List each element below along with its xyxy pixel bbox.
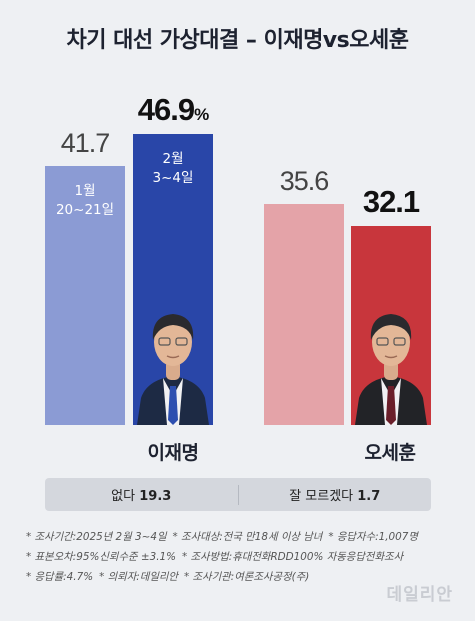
watermark-logo: 데일리안	[386, 585, 453, 605]
percent-sign: %	[194, 105, 209, 125]
lee-portrait	[137, 314, 209, 425]
notes-row: * 표본오차:95%신뢰수준 ±3.1% * 조사방법:휴대전화RDD100% 자…	[26, 547, 456, 567]
bar-period-label-1: 2월 3~4일	[152, 151, 194, 187]
bar-value-label-2: 35.6	[279, 166, 330, 197]
unknown-label: 잘 모르겠다	[289, 489, 354, 504]
none-answer: 없다 19.3	[45, 485, 238, 504]
bar-value-label-3: 32.1	[362, 183, 420, 219]
unknown-answer: 잘 모르겠다 1.7	[239, 485, 432, 504]
chart-title: 차기 대선 가상대결 – 이재명vs오세훈	[66, 28, 409, 53]
note-item: * 조사기관:여론조사공정(주)	[184, 571, 310, 583]
note-item: * 의뢰자:데일리안	[99, 571, 178, 583]
oh-portrait	[355, 314, 427, 425]
notes-row: * 조사기간:2025년 2월 3~4일 * 조사대상:전국 만18세 이상 남녀…	[26, 527, 456, 547]
note-item: * 조사방법:휴대전화RDD100% 자동응답전화조사	[181, 551, 404, 563]
none-value: 19.3	[139, 489, 172, 504]
none-label: 없다	[111, 489, 136, 504]
candidate-label-oh: 오세훈	[364, 442, 416, 464]
note-item: * 조사대상:전국 만18세 이상 남녀	[172, 531, 323, 543]
note-item: * 응답자수:1,007명	[328, 531, 418, 543]
bar-0	[45, 166, 125, 425]
note-item: * 조사기간:2025년 2월 3~4일	[26, 531, 167, 543]
bar-value-label-1: 46.9%	[137, 92, 209, 128]
unknown-value: 1.7	[357, 489, 381, 504]
others-divider	[237, 484, 239, 505]
notes-row: * 응답률:4.7% * 의뢰자:데일리안 * 조사기관:여론조사공정(주)	[26, 567, 456, 587]
plot-area: 41.7 1월 20~21일 46.9% 2월 3~4일 35.6 32.1	[45, 92, 431, 425]
bar-2	[264, 204, 344, 425]
bar-value-label-0: 41.7	[60, 128, 111, 159]
others-bar: 없다 19.3 잘 모르겠다 1.7	[45, 478, 431, 511]
note-item: * 응답률:4.7%	[26, 571, 94, 583]
survey-notes: * 조사기간:2025년 2월 3~4일 * 조사대상:전국 만18세 이상 남녀…	[26, 527, 456, 587]
note-item: * 표본오차:95%신뢰수준 ±3.1%	[26, 551, 176, 563]
bar-period-label-0: 1월 20~21일	[55, 183, 115, 219]
candidate-label-lee: 이재명	[147, 442, 199, 464]
